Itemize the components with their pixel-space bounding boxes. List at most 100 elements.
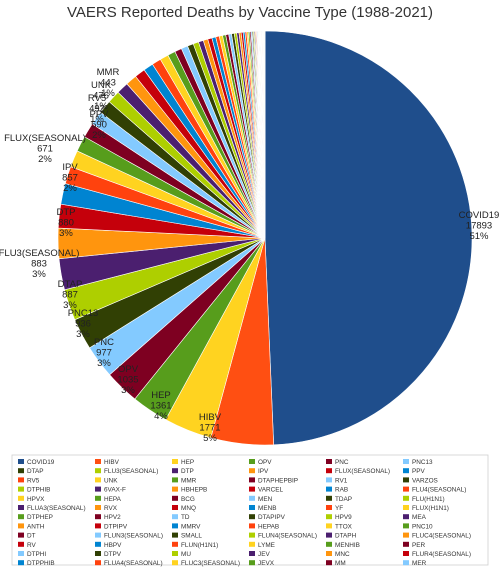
legend-label: RV xyxy=(27,542,36,549)
legend-label: DT xyxy=(27,533,36,540)
legend-swatch xyxy=(249,541,255,547)
legend-item-pnc13: PNC13 xyxy=(403,459,433,466)
legend-label: UNK xyxy=(104,477,118,484)
legend-label: 6VAX-F xyxy=(104,487,126,494)
legend-item-per: PER xyxy=(403,541,426,549)
legend-item-hpvx: HPVX xyxy=(18,495,45,503)
legend-label: VARZOS xyxy=(412,477,438,484)
legend-swatch xyxy=(18,468,24,474)
legend-item-rv1: RV1 xyxy=(326,477,348,484)
legend-swatch xyxy=(18,514,24,520)
legend-label: DTPHEP xyxy=(27,514,53,521)
data-label-opv: OPV 1035 3% xyxy=(117,364,138,396)
legend-item-dtphep: DTPHEP xyxy=(18,514,53,521)
data-label-ipv: IPV 857 2% xyxy=(62,162,78,194)
legend-item-pnc10: PNC10 xyxy=(403,523,433,530)
legend-swatch xyxy=(326,541,332,547)
legend-item-lyme: LYME xyxy=(249,541,275,549)
legend-item-dtaph: DTAPH xyxy=(326,532,357,540)
legend-label: DTPPHIB xyxy=(27,560,55,567)
legend-label: FLUR4(SEASONAL) xyxy=(412,551,471,558)
legend-swatch xyxy=(326,551,332,556)
legend-item-anth: ANTH xyxy=(18,523,45,530)
legend-label: FLUN3(SEASONAL) xyxy=(104,533,163,540)
legend-label: PNC13 xyxy=(412,459,433,466)
legend-swatch xyxy=(403,523,409,529)
legend-label: MER xyxy=(412,560,427,567)
data-labels: COVID19 17893 51% HIBV 1771 5% HEP 1361 4% OPV 103… xyxy=(0,67,499,444)
data-label-hep: HEP 1361 4% xyxy=(150,390,171,422)
legend-item-hibv: HIBV xyxy=(95,459,120,466)
legend-swatch xyxy=(95,514,101,520)
legend-item-rv5: RV5 xyxy=(18,477,40,484)
legend-label: RV5 xyxy=(27,477,40,484)
legend-swatch xyxy=(95,495,101,501)
legend-label: HBPV xyxy=(104,542,122,549)
legend-label: DTAPHEPBIP xyxy=(258,477,298,484)
legend-item-hpv2: HPV2 xyxy=(95,514,121,521)
legend-item-dtaphepbip: DTAPHEPBIP xyxy=(249,477,298,484)
legend-swatch xyxy=(249,459,255,464)
legend-label: MM xyxy=(335,560,346,567)
legend-label: HEPA xyxy=(104,496,122,503)
legend-label: MMRV xyxy=(181,523,201,530)
legend-swatch xyxy=(326,486,332,492)
legend-label: JEVX xyxy=(258,560,275,567)
legend-item-varcel: VARCEL xyxy=(249,486,284,494)
legend-swatch xyxy=(249,468,255,474)
legend-label: FLU3(SEASONAL) xyxy=(104,468,158,475)
legend-item-mer: MER xyxy=(403,560,427,567)
legend-swatch xyxy=(95,477,101,483)
legend-label: MMR xyxy=(181,477,197,484)
legend-item-flun-h1n1: FLUN(H1N1) xyxy=(172,541,218,549)
legend-item-opv: OPV xyxy=(249,459,272,466)
legend-swatch xyxy=(95,532,101,538)
legend-label: FLUN(H1N1) xyxy=(181,542,218,549)
legend-item-td: TD xyxy=(172,514,190,521)
legend-swatch xyxy=(95,486,101,492)
data-label-mmr: MMR 443 1% xyxy=(97,67,120,99)
legend-label: VARCEL xyxy=(258,487,284,494)
legend-swatch xyxy=(95,551,101,556)
legend-item-dtp: DTP xyxy=(172,468,194,475)
legend-label: MEA xyxy=(412,514,427,521)
legend-label: MEN xyxy=(258,496,273,503)
legend-swatch xyxy=(403,551,409,556)
legend-label: IPV xyxy=(258,468,269,475)
legend-item-hepa: HEPA xyxy=(95,495,122,503)
legend-item-mu: MU xyxy=(172,551,191,558)
legend-swatch xyxy=(249,551,255,556)
legend-swatch xyxy=(18,560,24,566)
legend-label: FLUN4(SEASONAL) xyxy=(258,533,317,540)
legend-swatch xyxy=(172,551,178,556)
legend-item-men: MEN xyxy=(249,495,273,503)
pie-slice-covid19 xyxy=(264,30,473,446)
legend: COVID19 HIBV HEP OPV PNC PNC13 DTAP FLU3(SEASON… xyxy=(18,459,471,567)
data-label-pnc13: PNC13 936 3% xyxy=(68,308,99,340)
legend-swatch xyxy=(172,560,178,566)
data-label-dtp: DTP 880 3% xyxy=(57,207,76,239)
legend-item-pnc: PNC xyxy=(326,459,349,466)
legend-swatch xyxy=(18,523,24,529)
legend-label: FLUA4(SEASONAL) xyxy=(104,560,163,567)
legend-swatch xyxy=(18,495,24,501)
legend-swatch xyxy=(326,468,332,474)
legend-swatch xyxy=(18,486,24,492)
legend-label: LYME xyxy=(258,542,275,549)
legend-item-mea: MEA xyxy=(403,514,427,521)
legend-label: FLUC4(SEASONAL) xyxy=(412,533,471,540)
data-label-pnc: PNC 977 3% xyxy=(94,337,114,369)
legend-label: DTPV xyxy=(104,551,122,558)
legend-swatch xyxy=(172,523,178,529)
legend-item-ppv: PPV xyxy=(403,468,426,475)
legend-item-flux-h1n1: FLUX(H1N1) xyxy=(403,505,449,512)
legend-label: DTAP xyxy=(27,468,44,475)
pie-slices xyxy=(57,30,473,446)
legend-swatch xyxy=(403,459,409,464)
legend-swatch xyxy=(249,477,255,483)
legend-label: HIBV xyxy=(104,459,120,466)
legend-label: HEPAB xyxy=(258,523,279,530)
legend-item-dtphib: DTPHIB xyxy=(18,486,50,494)
legend-label: MENHIB xyxy=(335,542,360,549)
legend-label: HPV2 xyxy=(104,514,121,521)
